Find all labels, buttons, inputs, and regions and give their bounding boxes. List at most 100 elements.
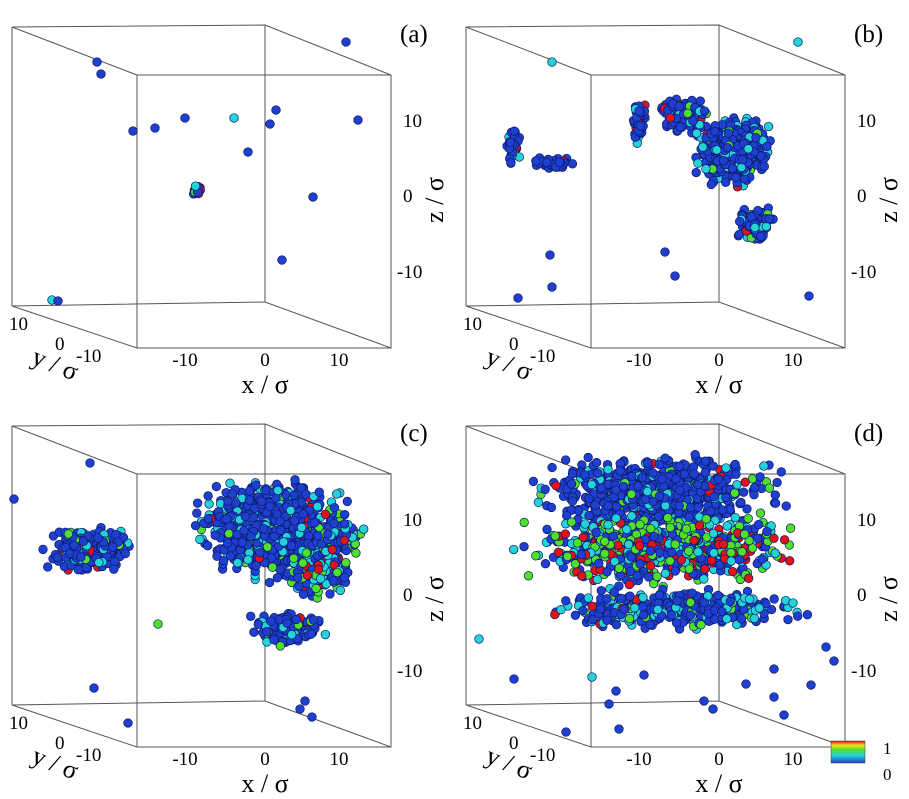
particle: [203, 541, 213, 551]
particle: [740, 477, 750, 487]
particle: [298, 589, 309, 599]
z-tick-label: 10: [857, 510, 876, 531]
particle: [693, 502, 703, 513]
particle: [726, 556, 736, 566]
particle: [743, 144, 753, 154]
z-tick-label: 0: [403, 585, 413, 606]
particle: [654, 590, 665, 600]
x-axis: -10 0 10 x / σ: [172, 749, 348, 798]
particle: [679, 469, 690, 479]
particle: [687, 588, 697, 598]
particle: [730, 512, 740, 523]
particle: [652, 571, 662, 582]
particle: [341, 558, 351, 568]
particle: [624, 579, 635, 590]
x-tick-label: -10: [626, 350, 651, 371]
z-tick-label: -10: [851, 661, 876, 682]
particle: [547, 282, 557, 292]
particle: [308, 615, 319, 625]
particle: [38, 544, 48, 555]
particle: [763, 121, 774, 132]
particle: [611, 620, 622, 630]
panel-label: (d): [854, 420, 883, 447]
particle: [676, 555, 687, 565]
particle: [642, 486, 653, 497]
particle: [290, 475, 300, 485]
particle: [192, 508, 202, 518]
colorbar-gradient: [830, 740, 866, 764]
panel-b: (b) 10 0 -10 z / σ -10 0 10 x / σ 10 0 -…: [463, 21, 903, 399]
particle: [759, 161, 769, 172]
particle: [683, 546, 694, 556]
particle: [232, 558, 243, 568]
particle: [240, 511, 251, 522]
particle: [739, 529, 750, 539]
y-axis-label: y / σ: [482, 342, 537, 387]
particle: [821, 642, 831, 652]
x-axis-label: x / σ: [241, 370, 288, 399]
particle: [561, 727, 571, 737]
particle: [674, 101, 684, 112]
particle: [757, 554, 767, 564]
particle: [307, 712, 317, 722]
particle: [595, 604, 606, 614]
y-tick-label: -10: [530, 346, 555, 367]
particle: [580, 519, 590, 529]
particle: [359, 524, 369, 534]
particle: [674, 461, 685, 471]
particle: [246, 532, 256, 542]
particle: [712, 145, 722, 155]
particle: [249, 627, 259, 637]
particle: [192, 498, 203, 508]
particle: [709, 548, 719, 558]
particle: [671, 618, 682, 628]
particle: [229, 113, 239, 123]
particle: [267, 562, 278, 572]
particle: [602, 594, 612, 604]
particle: [721, 463, 731, 473]
particle: [615, 466, 625, 476]
particle: [276, 525, 286, 535]
y-tick-label: 0: [55, 334, 65, 355]
particle: [619, 604, 629, 614]
particle: [306, 629, 316, 639]
z-axis: 10 0 -10 z / σ: [397, 111, 449, 283]
particle: [591, 457, 602, 468]
particle: [793, 611, 803, 621]
particle: [804, 291, 814, 301]
particle: [722, 521, 732, 531]
particle: [749, 482, 760, 493]
particle: [723, 128, 734, 138]
particle: [693, 479, 703, 490]
particle: [301, 548, 312, 558]
particle: [708, 528, 719, 539]
particle: [710, 126, 720, 137]
particle: [643, 572, 654, 582]
particle: [722, 614, 732, 624]
particle: [265, 119, 275, 129]
simulation-box: [11, 423, 392, 748]
particle: [570, 610, 581, 620]
particle: [755, 508, 766, 518]
particle: [634, 106, 644, 116]
particle: [721, 492, 731, 503]
particle: [665, 522, 675, 533]
x-axis: -10 0 10 x / σ: [626, 350, 802, 399]
particle: [719, 155, 729, 166]
panel-label: (c): [400, 420, 428, 447]
particle: [85, 458, 95, 468]
panel-c: (c) 10 0 -10 z / σ -10 0 10 x / σ 10 0 -…: [9, 420, 449, 798]
particle: [709, 492, 719, 502]
particle: [327, 544, 337, 555]
x-axis-label: x / σ: [695, 769, 742, 798]
particle: [761, 221, 771, 232]
particle: [561, 455, 571, 465]
particle: [550, 531, 560, 541]
particle: [600, 549, 610, 559]
particle: [731, 469, 741, 479]
particle: [264, 577, 275, 588]
particle: [688, 116, 698, 126]
particle: [120, 548, 130, 559]
simulation-box: [11, 24, 392, 349]
